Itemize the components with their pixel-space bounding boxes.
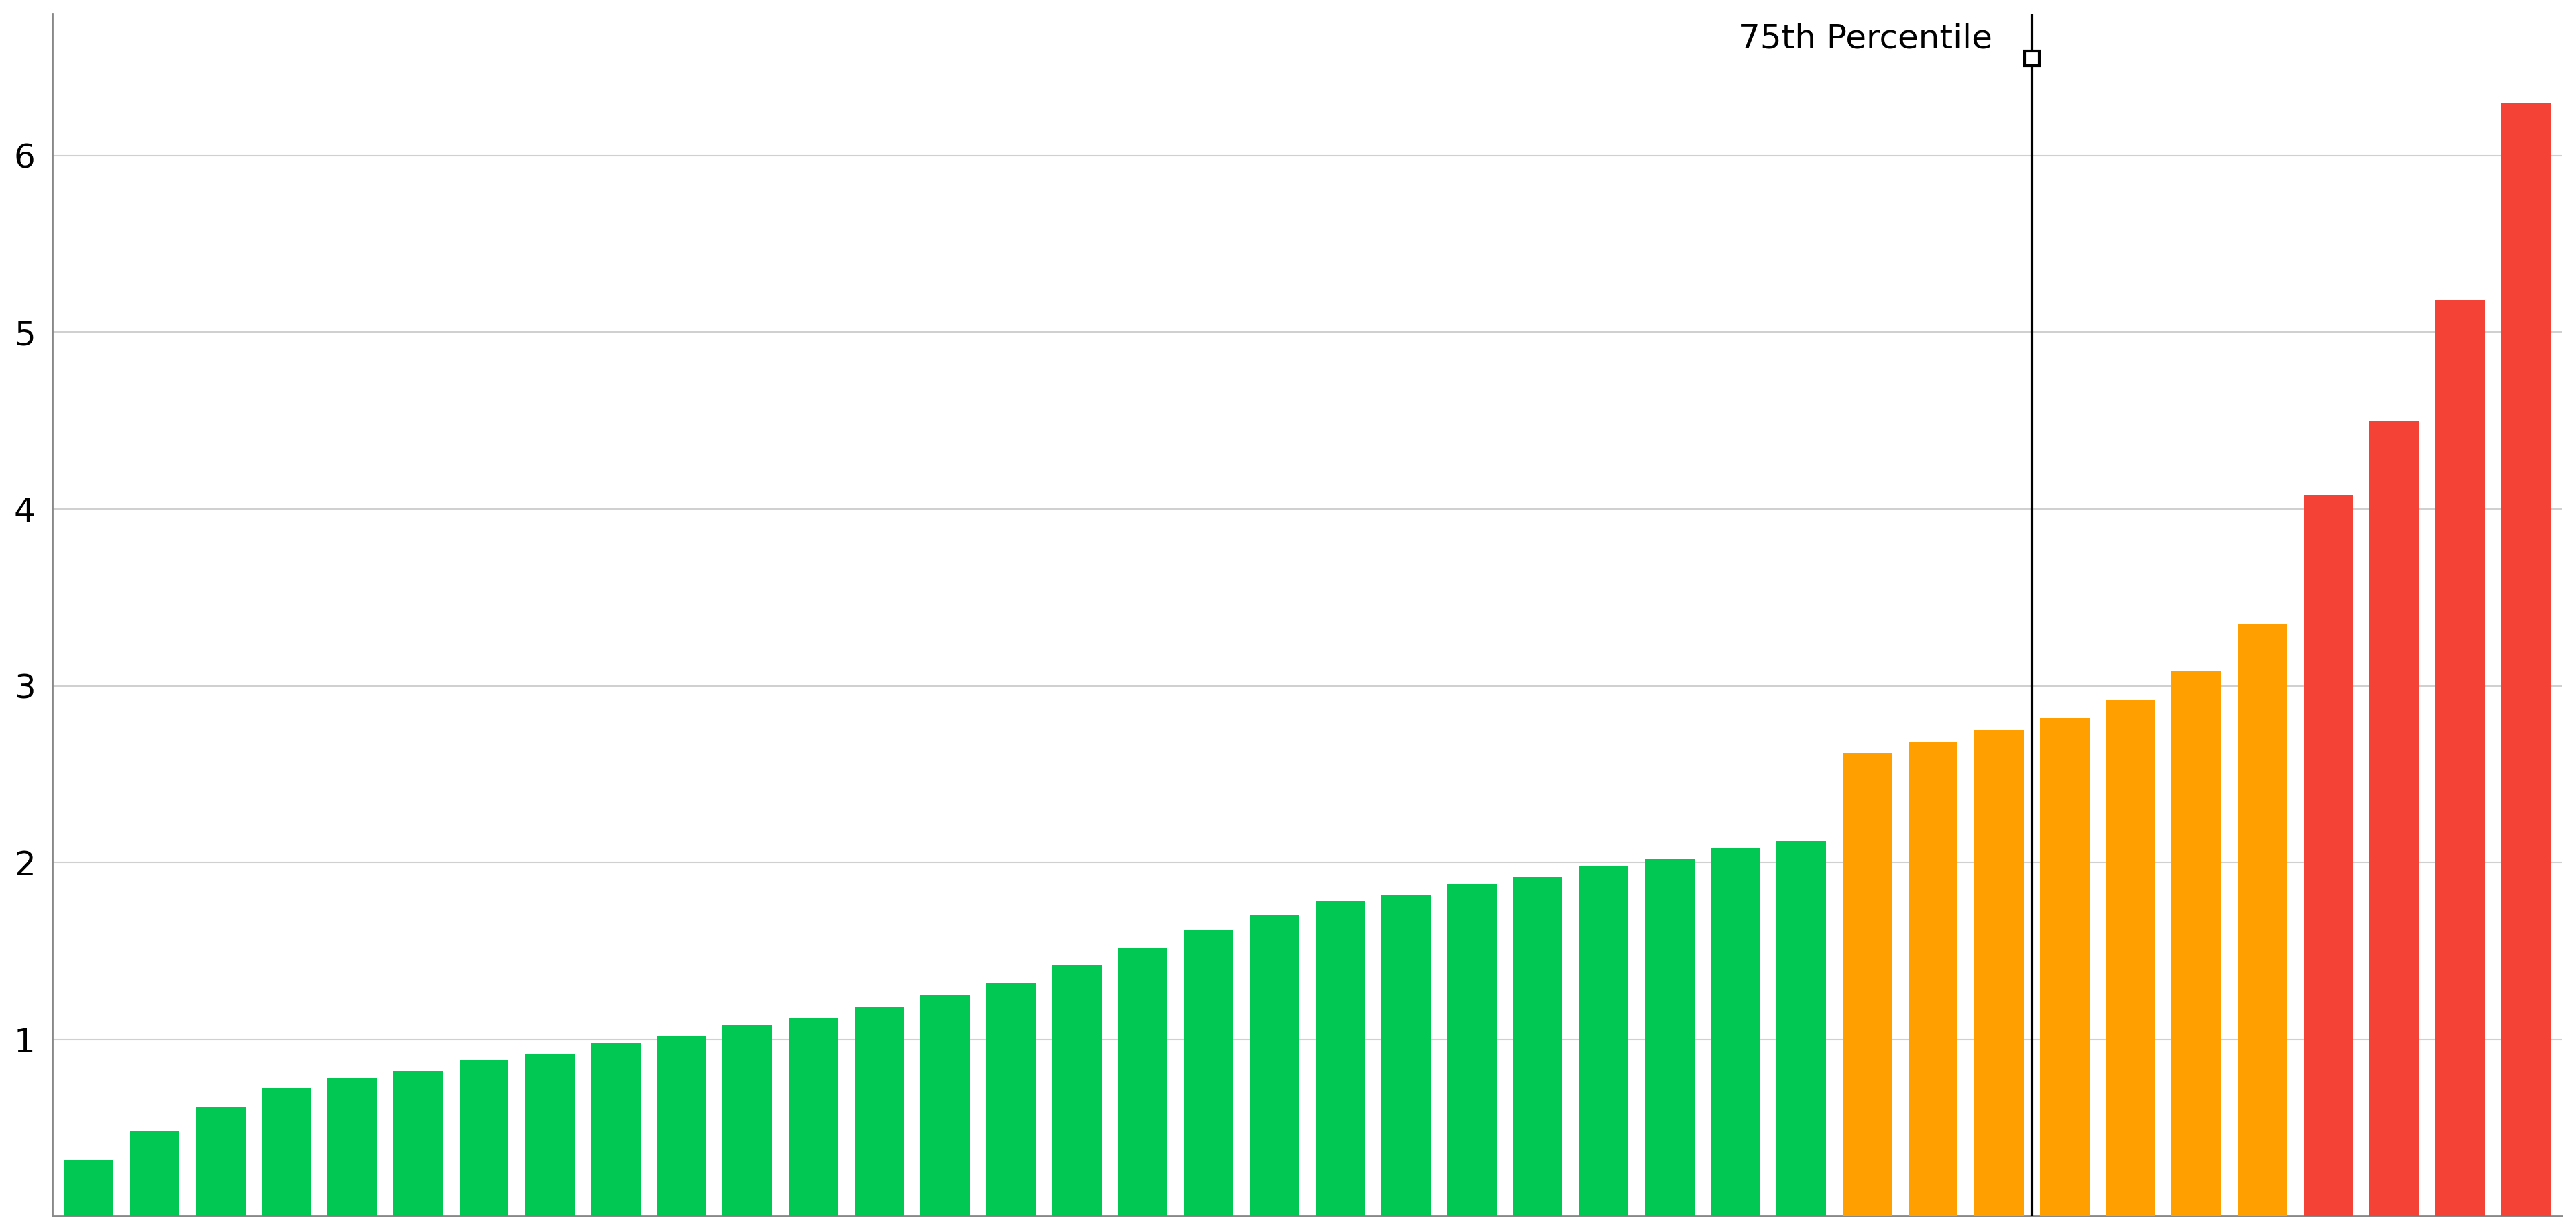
Bar — [263, 1089, 312, 1216]
Bar — [2434, 300, 2486, 1216]
Bar — [1051, 966, 1103, 1216]
Bar — [1579, 866, 1628, 1216]
Bar — [657, 1036, 706, 1216]
Bar — [1118, 947, 1167, 1216]
Bar — [1777, 841, 1826, 1216]
Bar — [920, 995, 969, 1216]
Bar — [1909, 743, 1958, 1216]
Bar — [1973, 729, 2025, 1216]
Bar — [129, 1132, 180, 1216]
Bar — [394, 1071, 443, 1216]
Bar — [1249, 915, 1298, 1216]
Bar — [855, 1007, 904, 1216]
Bar — [1646, 859, 1695, 1216]
Bar — [2501, 102, 2550, 1216]
Bar — [1512, 877, 1564, 1216]
Bar — [1316, 902, 1365, 1216]
Bar — [2040, 717, 2089, 1216]
Bar — [526, 1053, 574, 1216]
Bar — [590, 1043, 641, 1216]
Bar — [2370, 421, 2419, 1216]
Bar — [2303, 494, 2352, 1216]
Bar — [2172, 672, 2221, 1216]
Bar — [2107, 700, 2156, 1216]
Bar — [724, 1025, 773, 1216]
Bar — [2239, 624, 2287, 1216]
Bar — [1448, 883, 1497, 1216]
Bar — [64, 1160, 113, 1216]
Bar — [1381, 894, 1430, 1216]
Bar — [459, 1060, 507, 1216]
Bar — [196, 1107, 245, 1216]
Bar — [1185, 930, 1234, 1216]
Bar — [327, 1079, 376, 1216]
Bar — [1710, 849, 1759, 1216]
Bar — [788, 1018, 837, 1216]
Text: 75th Percentile: 75th Percentile — [1739, 22, 1991, 55]
Bar — [987, 983, 1036, 1216]
Bar — [1842, 753, 1891, 1216]
